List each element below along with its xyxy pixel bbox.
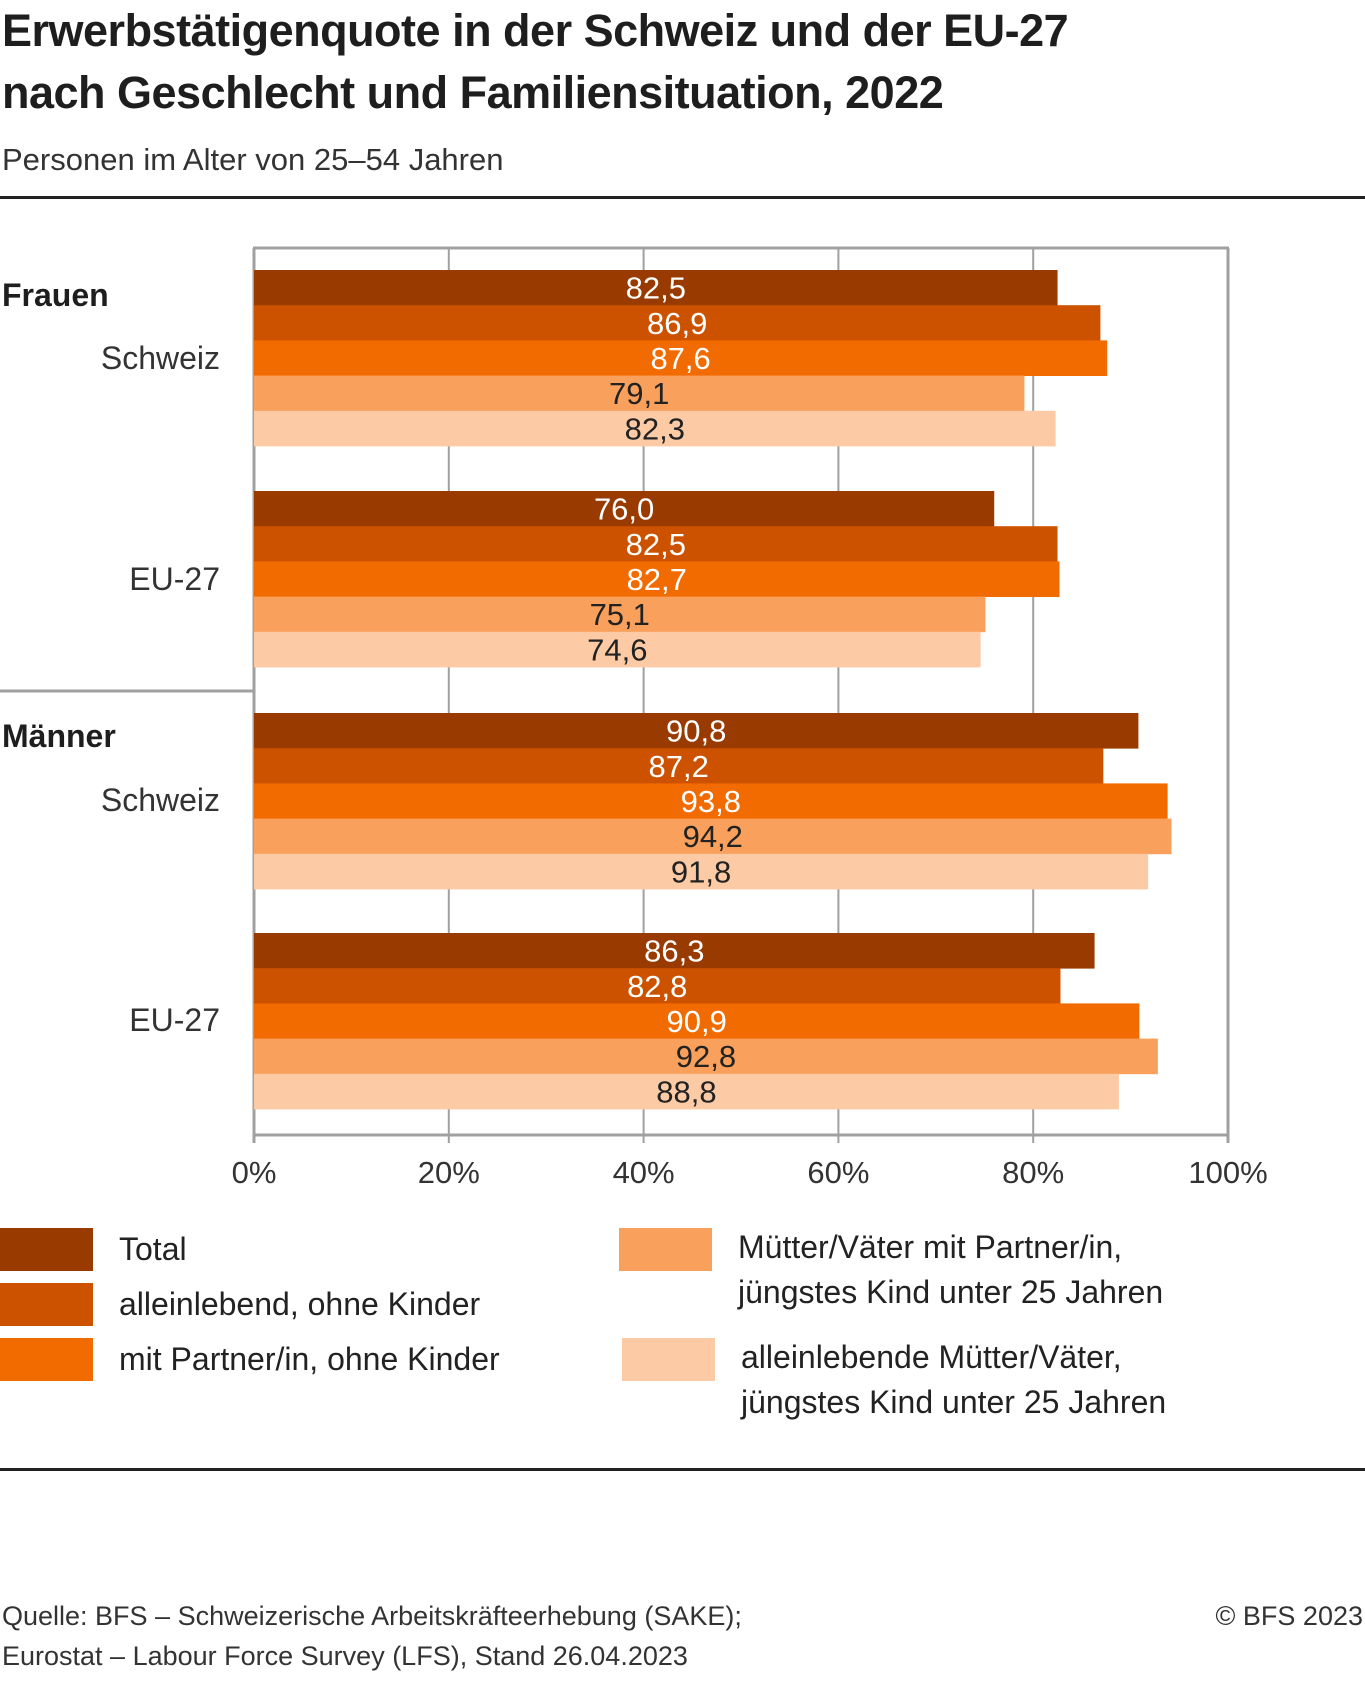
x-tick-label: 60% xyxy=(807,1155,869,1190)
x-tick-label: 80% xyxy=(1002,1155,1064,1190)
legend-label-line-2: jüngstes Kind unter 25 Jahren xyxy=(741,1384,1167,1420)
x-tick-label: 100% xyxy=(1188,1155,1267,1190)
category-label: EU-27 xyxy=(129,561,220,597)
bar xyxy=(254,491,995,527)
bar xyxy=(254,783,1168,819)
bar-value-label: 87,2 xyxy=(648,749,708,784)
bar-value-label: 82,8 xyxy=(627,969,687,1004)
legend-swatch xyxy=(0,1338,93,1381)
bar-value-label: 93,8 xyxy=(681,784,741,819)
bar-value-label: 82,3 xyxy=(625,411,685,446)
legend-label-line-1: Mütter/Väter mit Partner/in, xyxy=(738,1229,1123,1265)
legend-label: Total xyxy=(119,1231,187,1267)
bar xyxy=(254,1038,1158,1075)
chart-title-line-2: nach Geschlecht und Familiensituation, 2… xyxy=(2,67,944,118)
bar-value-label: 82,5 xyxy=(626,527,686,562)
x-tick-label: 40% xyxy=(613,1155,675,1190)
bar-value-label: 87,6 xyxy=(650,341,710,376)
copyright: © BFS 2023 xyxy=(1215,1601,1363,1631)
bar xyxy=(254,561,1060,597)
bar-value-label: 94,2 xyxy=(683,819,743,854)
bar-value-label: 75,1 xyxy=(590,597,650,632)
chart-title-line-1: Erwerbstätigenquote in der Schweiz und d… xyxy=(2,5,1069,56)
bar xyxy=(254,818,1172,855)
x-tick-label: 20% xyxy=(418,1155,480,1190)
bottom-divider xyxy=(0,1468,1365,1471)
bar xyxy=(254,270,1058,306)
legend-swatch xyxy=(0,1283,93,1326)
bar xyxy=(254,933,1095,969)
legend-swatch xyxy=(619,1228,712,1271)
x-tick-label: 0% xyxy=(232,1155,277,1190)
bar xyxy=(254,410,1056,447)
group-label: Frauen xyxy=(2,277,109,313)
source-note: Quelle: BFS – Schweizerische Arbeitskräf… xyxy=(2,1596,742,1676)
bar-value-label: 88,8 xyxy=(656,1074,716,1109)
bar xyxy=(254,526,1058,562)
category-label: EU-27 xyxy=(129,1002,220,1038)
group-label: Männer xyxy=(2,718,116,754)
bar xyxy=(254,748,1104,784)
bar-value-label: 82,5 xyxy=(626,271,686,306)
category-label: Schweiz xyxy=(101,782,220,818)
source-line-1: Quelle: BFS – Schweizerische Arbeitskräf… xyxy=(2,1601,742,1631)
legend-label-line-1: alleinlebende Mütter/Väter, xyxy=(741,1339,1122,1375)
legend-swatch xyxy=(622,1338,715,1381)
legend-item-alleinlebende-eltern: alleinlebende Mütter/Väter, jüngstes Kin… xyxy=(622,1338,1166,1425)
legend-item-total: Total xyxy=(0,1228,187,1273)
bar xyxy=(254,375,1025,412)
bar xyxy=(254,596,986,633)
bar-value-label: 92,8 xyxy=(676,1039,736,1074)
legend-label: mit Partner/in, ohne Kinder xyxy=(119,1341,500,1377)
bar-chart: 0% 20% 40% 60% 80% 100%FrauenSchweiz82,586,98… xyxy=(0,246,1268,1190)
bar-value-label: 86,9 xyxy=(647,306,707,341)
legend-item-alleinlebend-ohne-kinder: alleinlebend, ohne Kinder xyxy=(0,1283,480,1328)
legend-swatch xyxy=(0,1228,93,1271)
bar xyxy=(254,1073,1119,1110)
bar-value-label: 90,9 xyxy=(667,1004,727,1039)
chart-subtitle: Personen im Alter von 25–54 Jahren xyxy=(2,142,504,177)
bar-value-label: 91,8 xyxy=(671,854,731,889)
bar-value-label: 76,0 xyxy=(594,492,654,527)
chart-title: Erwerbstätigenquote in der Schweiz und d… xyxy=(2,0,1362,124)
legend: Total alleinlebend, ohne Kinder mit Part… xyxy=(0,1228,1365,1570)
bar-value-label: 90,8 xyxy=(666,714,726,749)
bar-value-label: 79,1 xyxy=(609,376,669,411)
legend-label: alleinlebend, ohne Kinder xyxy=(119,1286,481,1322)
bar-value-label: 86,3 xyxy=(644,934,704,969)
bar xyxy=(254,1003,1140,1039)
source-line-2: Eurostat – Labour Force Survey (LFS), St… xyxy=(2,1641,688,1671)
bar xyxy=(254,631,981,668)
bar xyxy=(254,968,1061,1004)
bar xyxy=(254,340,1108,376)
bar-value-label: 74,6 xyxy=(587,632,647,667)
legend-label-line-2: jüngstes Kind unter 25 Jahren xyxy=(738,1274,1164,1310)
bar xyxy=(254,853,1149,890)
bar-value-label: 82,7 xyxy=(627,562,687,597)
legend-item-eltern-mit-partner: Mütter/Väter mit Partner/in, jüngstes Ki… xyxy=(619,1228,1163,1315)
legend-item-mit-partner-ohne-kinder: mit Partner/in, ohne Kinder xyxy=(0,1338,500,1383)
bar xyxy=(254,305,1101,341)
top-divider xyxy=(0,196,1365,199)
bar xyxy=(254,713,1139,749)
category-label: Schweiz xyxy=(101,340,220,376)
